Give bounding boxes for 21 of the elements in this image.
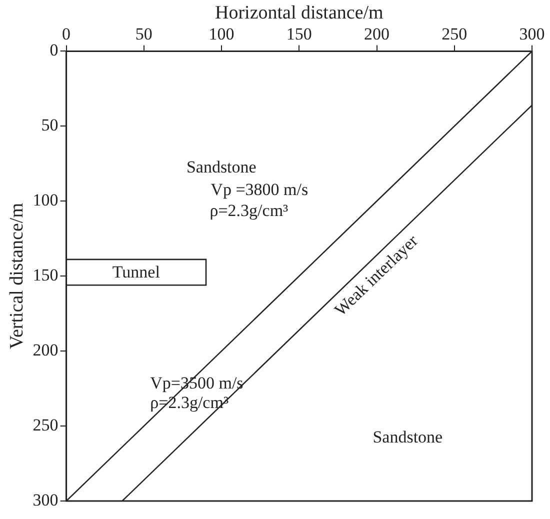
annotation: ρ=2.3g/cm³ — [210, 201, 288, 220]
y-tick-label: 300 — [32, 490, 58, 510]
y-tick-label: 250 — [32, 416, 58, 434]
y-tick-label: 200 — [32, 340, 58, 360]
x-tick-label: 50 — [135, 24, 152, 44]
y-axis-title: Vertical distance/m — [6, 202, 28, 350]
y-tick-label: 100 — [32, 190, 58, 210]
y-tick-label: 0 — [50, 40, 58, 60]
y-tick-label: 50 — [41, 116, 58, 135]
x-tick-label: 150 — [286, 24, 312, 44]
x-tick-label: 200 — [364, 24, 390, 44]
x-tick-label: 250 — [442, 24, 468, 44]
annotation: Sandstone — [372, 427, 443, 446]
y-tick-label: 150 — [32, 266, 58, 285]
annotation: Tunnel — [112, 262, 160, 282]
x-tick-label: 300 — [519, 24, 545, 44]
x-axis-title: Horizontal distance/m — [214, 2, 384, 24]
x-tick-label: 0 — [62, 24, 71, 44]
annotation: Vp =3800 m/s — [210, 180, 308, 200]
x-tick-label: 100 — [208, 24, 234, 44]
annotation: Sandstone — [186, 158, 256, 177]
